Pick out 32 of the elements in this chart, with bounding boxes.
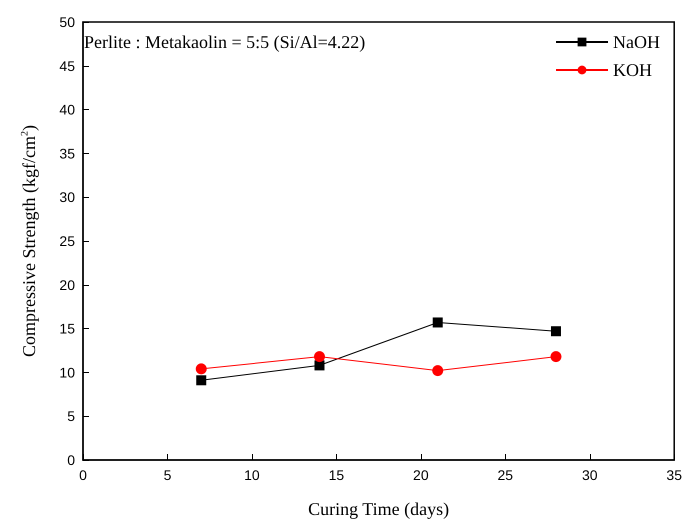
point <box>550 351 562 362</box>
y-tick-label: 25 <box>59 233 76 249</box>
x-tick-label: 10 <box>244 467 260 483</box>
point <box>550 326 561 336</box>
y-tick-label: 40 <box>59 102 76 118</box>
y-tick-label: 0 <box>67 452 76 468</box>
point <box>196 375 206 386</box>
y-tick-label: 50 <box>59 14 76 30</box>
point <box>432 317 443 328</box>
y-tick-label: 45 <box>59 58 76 74</box>
y-axis-title: Compressive Strength (kgf/cm2) <box>19 125 39 357</box>
x-tick-label: 30 <box>582 467 598 483</box>
x-tick-label: 0 <box>79 467 88 483</box>
x-tick-label: 20 <box>413 467 429 483</box>
annotation: Perlite : Metakaolin = 5:5 (Si/Al=4.22) <box>84 32 366 52</box>
y-tick-label: 5 <box>67 408 76 424</box>
x-axis-title: Curing Time (days) <box>308 499 450 519</box>
x-tick-label: 25 <box>498 467 514 483</box>
y-tick-label: 15 <box>59 320 76 337</box>
legend-label: KOH <box>613 60 652 80</box>
point <box>314 351 325 362</box>
legend-label: NaOH <box>613 32 660 52</box>
y-tick-label: 35 <box>59 145 76 162</box>
point <box>314 360 324 370</box>
x-tick-label: 35 <box>666 467 682 483</box>
y-tick-label: 20 <box>59 276 76 293</box>
point <box>432 365 444 376</box>
y-tick-label: 10 <box>59 364 76 380</box>
x-tick-label: 5 <box>164 467 172 483</box>
y-tick-label: 30 <box>59 189 76 206</box>
point <box>196 363 207 374</box>
x-tick-label: 15 <box>328 467 344 483</box>
